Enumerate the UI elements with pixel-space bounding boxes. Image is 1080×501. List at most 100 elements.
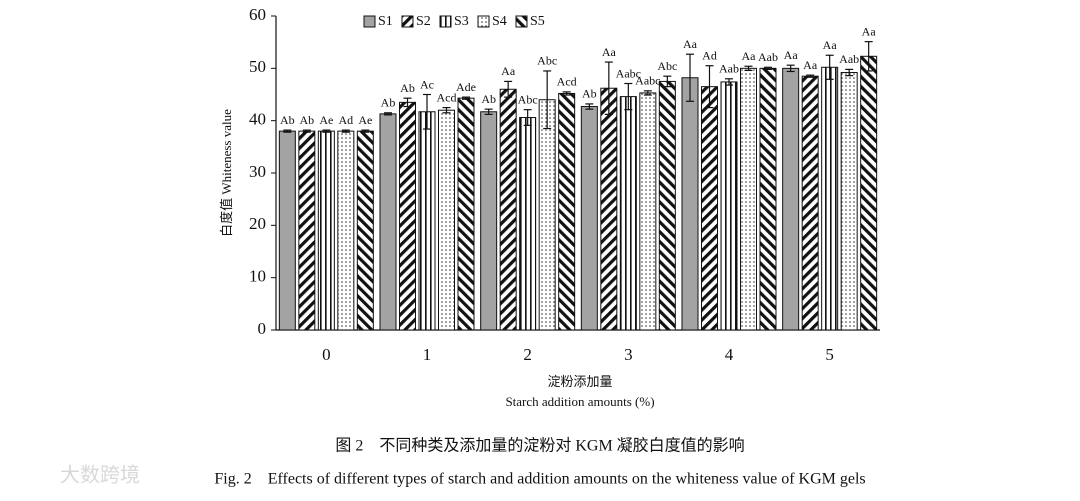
error-bar: [504, 80, 513, 98]
bar: [600, 87, 618, 331]
letter-label: Aa: [501, 64, 516, 78]
letter-label: Aa: [683, 37, 698, 51]
legend-label: S3: [454, 14, 469, 29]
error-bar: [361, 129, 370, 133]
bar: [782, 67, 800, 331]
y-tick-label: 20: [249, 214, 266, 233]
legend-label: S2: [416, 14, 431, 29]
legend-label: S5: [530, 14, 545, 29]
y-tick-label: 60: [249, 5, 266, 24]
error-bar: [686, 53, 694, 102]
bar: [418, 111, 436, 331]
error-bar: [643, 90, 652, 96]
letter-label: Ad: [338, 113, 353, 127]
letter-label: Abc: [657, 59, 677, 73]
bar: [801, 75, 819, 331]
letter-label: Ab: [381, 96, 396, 110]
error-bar: [562, 91, 571, 96]
x-tick-label: 0: [322, 345, 331, 364]
error-bar: [744, 65, 753, 72]
bar: [558, 92, 576, 331]
letter-label: Aab: [839, 52, 859, 66]
legend-swatch: [439, 15, 452, 28]
letter-label: Aa: [862, 24, 877, 38]
bar: [356, 130, 374, 331]
x-tick-label: 1: [423, 345, 432, 364]
letter-label: Acd: [437, 90, 457, 104]
bar: [821, 66, 839, 331]
letter-label: Ab: [280, 113, 295, 127]
error-bar: [484, 108, 493, 115]
caption-cn: 图 2 不同种类及添加量的淀粉对 KGM 凝胶白度值的影响: [335, 437, 744, 455]
error-bar: [585, 103, 594, 110]
bar: [860, 55, 878, 331]
bar: [519, 117, 537, 331]
caption-en: Fig. 2 Effects of different types of sta…: [214, 471, 865, 488]
bar: [658, 80, 676, 331]
legend-swatch: [363, 15, 376, 28]
legend-swatch: [515, 15, 528, 28]
y-tick-label: 40: [249, 110, 266, 129]
x-tick-label: 3: [624, 345, 633, 364]
bar: [278, 130, 296, 331]
bar: [337, 130, 355, 331]
y-tick-label: 50: [249, 57, 266, 76]
letter-label: Ae: [319, 113, 333, 127]
letter-label: Ab: [400, 81, 415, 95]
letter-label: Aab: [758, 50, 778, 64]
x-tick-label: 4: [725, 345, 734, 364]
bar: [759, 67, 777, 331]
x-tick-label: 2: [523, 345, 532, 364]
error-bar: [764, 66, 772, 70]
error-bar: [786, 64, 795, 73]
error-bar: [384, 112, 392, 116]
letter-label: Ab: [299, 113, 314, 127]
error-bar: [604, 61, 613, 115]
error-bar: [543, 70, 552, 130]
error-bar: [845, 68, 854, 77]
watermark: 大数跨境: [60, 463, 140, 487]
bar: [317, 130, 335, 331]
letter-label: Ab: [582, 87, 597, 101]
letter-label: Aa: [742, 49, 757, 63]
legend-swatch: [401, 15, 414, 28]
letter-label: Aa: [803, 58, 818, 72]
x-axis-label: Starch addition amounts (%): [505, 394, 654, 409]
error-bar: [302, 129, 311, 133]
letter-label: Abc: [518, 92, 538, 106]
letter-label: Ae: [358, 113, 372, 127]
error-bar: [624, 82, 633, 111]
bar: [840, 72, 858, 331]
error-bar: [705, 65, 714, 109]
bar: [740, 67, 757, 331]
error-bar: [806, 74, 815, 78]
letter-label: Aa: [823, 38, 838, 52]
y-axis-label: 白度值 Whiteness value: [219, 109, 234, 237]
bar: [399, 101, 416, 331]
error-bar: [283, 129, 292, 133]
error-bar: [341, 129, 350, 133]
bar: [619, 96, 637, 331]
bar: [499, 88, 517, 331]
letter-label: Ade: [456, 80, 476, 94]
bar: [538, 99, 556, 331]
bar: [681, 77, 699, 331]
legend-label: S4: [492, 14, 507, 29]
error-bar: [462, 96, 470, 100]
bar: [457, 97, 475, 331]
letter-label: Aa: [602, 45, 617, 59]
error-bar: [403, 97, 412, 108]
error-bar: [423, 93, 431, 130]
letter-label: Abc: [537, 54, 557, 68]
legend-label: S1: [378, 14, 393, 29]
x-tick-label: 5: [825, 345, 834, 364]
error-bar: [725, 78, 733, 86]
bar: [298, 130, 316, 331]
letter-label: Ac: [420, 77, 434, 91]
error-bar: [825, 54, 834, 80]
bar: [580, 106, 598, 331]
letter-label: Aab: [719, 62, 739, 76]
letter-label: Acd: [557, 75, 577, 89]
letter-label: Aabc: [635, 74, 660, 88]
